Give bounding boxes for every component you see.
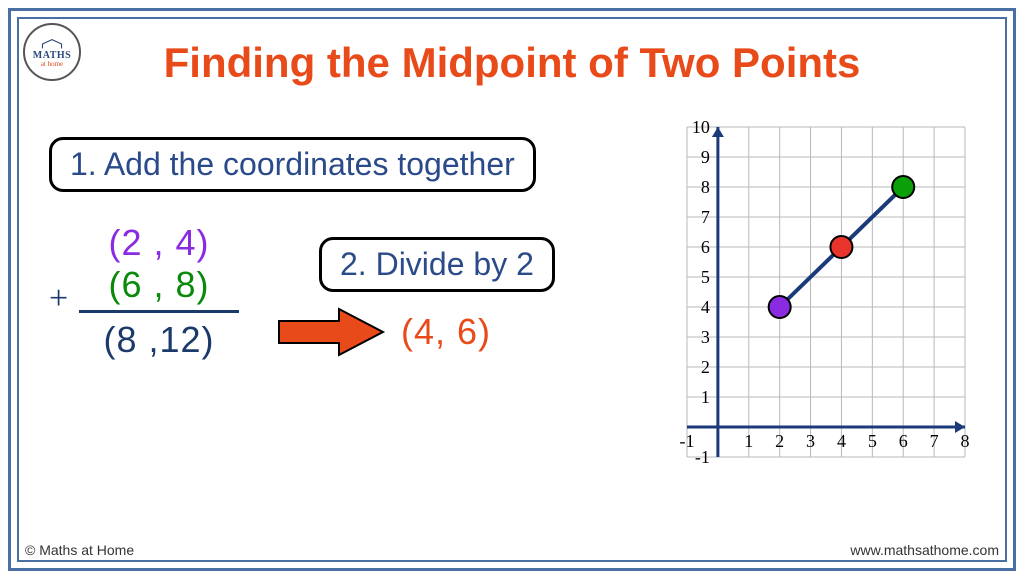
content-row: 1. Add the coordinates together 2. Divid… — [49, 137, 975, 487]
svg-text:3: 3 — [806, 431, 815, 451]
logo-text: MATHS — [33, 51, 71, 61]
coordinate-graph: -1 1 2 3 4 5 6 7 8 -1 1 2 3 4 5 6 7 8 9 10 — [645, 117, 975, 487]
svg-text:7: 7 — [930, 431, 939, 451]
footer-copyright: © Maths at Home — [25, 542, 134, 558]
step-one-box: 1. Add the coordinates together — [49, 137, 536, 192]
inner-frame: MATHS at home Finding the Midpoint of Tw… — [17, 17, 1007, 562]
page-title: Finding the Midpoint of Two Points — [49, 39, 975, 87]
svg-text:8: 8 — [701, 177, 710, 197]
svg-text:-1: -1 — [680, 431, 695, 451]
svg-text:4: 4 — [837, 431, 846, 451]
arrow-icon — [277, 307, 387, 357]
outer-frame: MATHS at home Finding the Midpoint of Tw… — [8, 8, 1016, 571]
logo-subtext: at home — [41, 61, 63, 68]
svg-text:-1: -1 — [695, 447, 710, 467]
svg-text:6: 6 — [701, 237, 710, 257]
svg-text:1: 1 — [701, 387, 710, 407]
arrow-and-result: (4, 6) — [277, 307, 491, 357]
left-column: 1. Add the coordinates together 2. Divid… — [49, 137, 625, 361]
point-a-text: (2 , 4) — [79, 222, 239, 264]
footer-url: www.mathsathome.com — [850, 542, 999, 558]
svg-text:7: 7 — [701, 207, 710, 227]
svg-text:9: 9 — [701, 147, 710, 167]
plus-sign: + — [49, 280, 68, 318]
svg-text:10: 10 — [692, 117, 710, 137]
addition-stack: + (2 , 4) (6 , 8) (8 ,12) — [79, 222, 239, 361]
svg-text:3: 3 — [701, 327, 710, 347]
svg-text:2: 2 — [701, 357, 710, 377]
logo-badge: MATHS at home — [23, 23, 81, 81]
sum-text: (8 ,12) — [79, 319, 239, 361]
svg-text:4: 4 — [701, 297, 710, 317]
svg-text:2: 2 — [775, 431, 784, 451]
svg-text:6: 6 — [899, 431, 908, 451]
house-icon — [41, 37, 63, 51]
svg-text:5: 5 — [701, 267, 710, 287]
svg-text:8: 8 — [961, 431, 970, 451]
graph-svg: -1 1 2 3 4 5 6 7 8 -1 1 2 3 4 5 6 7 8 9 10 — [645, 117, 975, 487]
result-text: (4, 6) — [401, 311, 491, 353]
sum-underline — [79, 310, 239, 313]
svg-text:5: 5 — [868, 431, 877, 451]
math-block: + (2 , 4) (6 , 8) (8 ,12) (4, 6) — [49, 222, 625, 361]
svg-text:1: 1 — [744, 431, 753, 451]
point-b-text: (6 , 8) — [79, 264, 239, 306]
